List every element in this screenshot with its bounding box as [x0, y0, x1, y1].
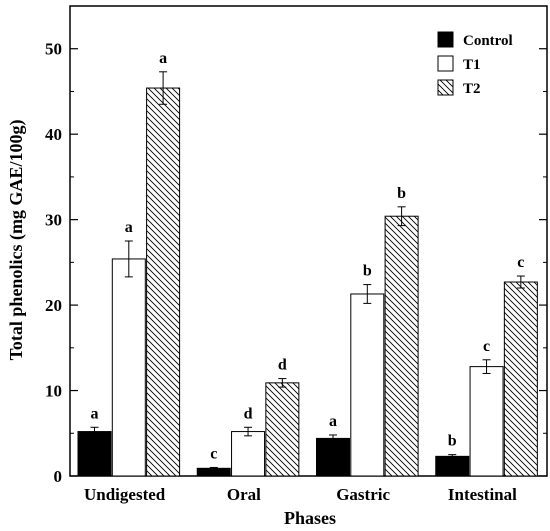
- bar-t1-gastric: [350, 293, 385, 477]
- legend: Control T1 T2: [437, 31, 513, 97]
- legend-label-t2: T2: [463, 81, 481, 97]
- bar-control-gastric: [316, 437, 350, 477]
- y-tick-label: 20: [45, 296, 62, 315]
- y-tick-label: 50: [45, 40, 62, 59]
- significance-label: c: [517, 254, 524, 271]
- bar-t2-intestinal: [503, 281, 538, 477]
- legend-label-control: Control: [463, 33, 513, 49]
- y-tick-label: 0: [54, 467, 63, 486]
- x-tick-label: Oral: [227, 485, 261, 504]
- significance-label: c: [483, 338, 490, 355]
- significance-label: a: [159, 50, 167, 67]
- legend-swatch-control: [437, 31, 454, 48]
- significance-label: b: [397, 185, 406, 202]
- plot-area: 0 10 20 30 40 50 Undigested a a a Oral c d d Gastric a b…: [45, 5, 548, 504]
- bar-t1-undigested: [111, 258, 146, 477]
- bar-t2-gastric: [384, 215, 419, 477]
- bar-t2-undigested: [146, 87, 181, 477]
- bar-t1-oral: [231, 431, 266, 477]
- significance-label: a: [91, 405, 99, 422]
- x-tick-label: Intestinal: [448, 485, 517, 504]
- x-tick-label: Undigested: [84, 485, 166, 504]
- significance-label: b: [363, 263, 372, 280]
- significance-label: c: [210, 445, 217, 462]
- y-tick-label: 30: [45, 211, 62, 230]
- significance-label: d: [244, 405, 253, 422]
- legend-label-t1: T1: [463, 57, 481, 73]
- legend-swatch-t1: [437, 55, 454, 72]
- bar-t1-intestinal: [469, 366, 504, 477]
- x-tick-label: Gastric: [336, 485, 390, 504]
- significance-label: a: [329, 413, 337, 430]
- legend-swatch-t2: [437, 79, 454, 96]
- y-tick-label: 40: [45, 125, 62, 144]
- plot-frame: [69, 5, 548, 477]
- bar-control-intestinal: [435, 455, 470, 477]
- significance-label: b: [448, 433, 457, 450]
- significance-label: d: [278, 357, 287, 374]
- y-tick-label: 10: [45, 382, 62, 401]
- y-axis-label: Total phenolics (mg GAE/100g): [6, 120, 27, 361]
- significance-label: a: [125, 219, 133, 236]
- bar-control-undigested: [77, 431, 112, 477]
- bar-t2-oral: [265, 382, 300, 477]
- x-axis-label: Phases: [284, 508, 336, 528]
